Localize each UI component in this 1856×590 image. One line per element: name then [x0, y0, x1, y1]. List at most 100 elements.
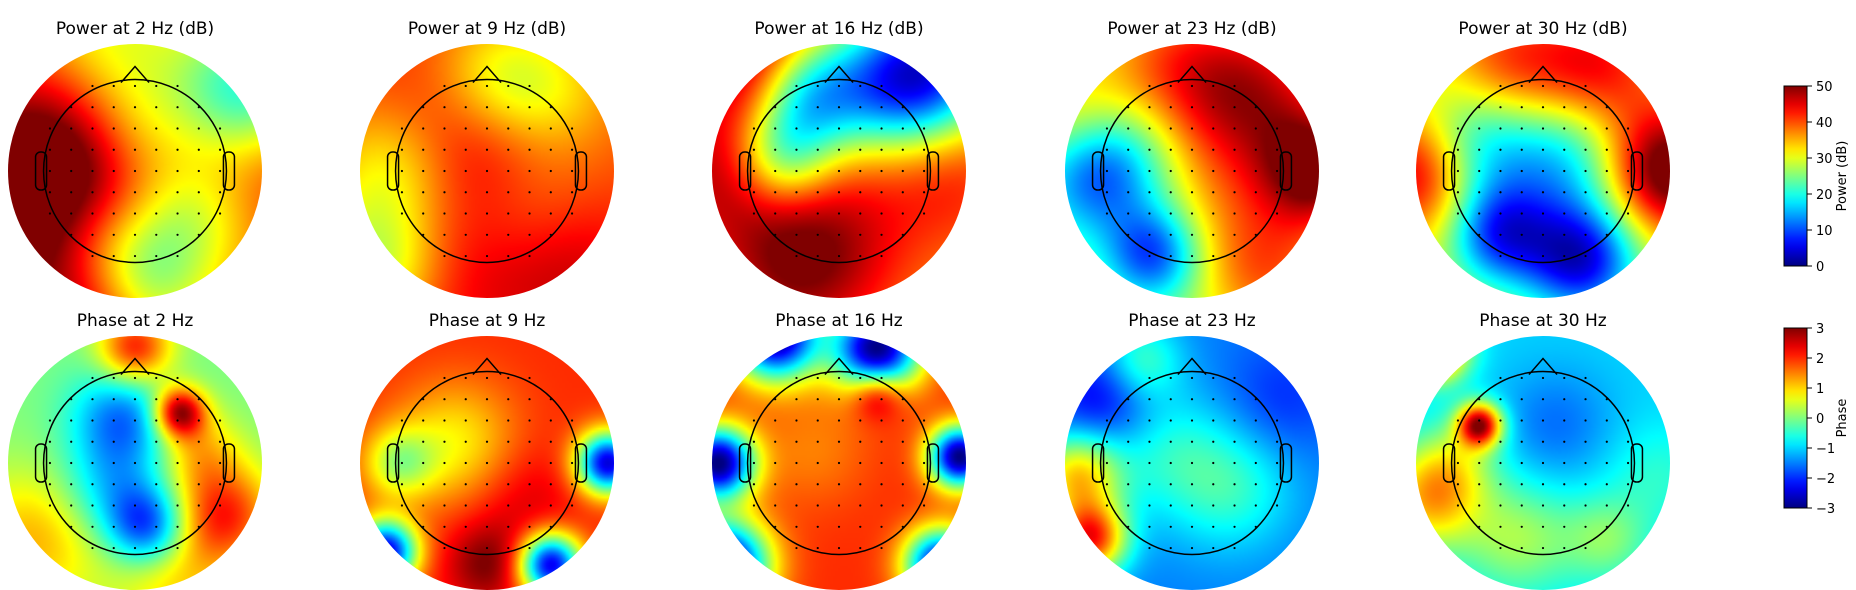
sensor-dot [485, 233, 489, 236]
sensor-dot [485, 169, 489, 173]
sensor-dot [155, 191, 158, 194]
sensor-dot [176, 233, 179, 236]
sensor-dot [1584, 148, 1587, 151]
sensor-dot [91, 376, 94, 380]
sensor-dot [1541, 461, 1545, 465]
sensor-dot [1148, 376, 1151, 380]
sensor-dot [922, 440, 926, 443]
sensor-dot [1148, 504, 1151, 507]
sensor-dot [507, 546, 510, 550]
sensor-dot [1190, 148, 1194, 151]
sensor-dot [464, 483, 467, 486]
sensor-dot [1478, 525, 1481, 528]
sensor-dot [48, 212, 52, 215]
sensor-dot [464, 504, 467, 507]
right-ear-outline [1630, 443, 1644, 483]
sensor-dot [1105, 127, 1109, 130]
sensor-dot [1605, 191, 1608, 194]
topomap-phase-30hz: Phase at 30 Hz [1416, 311, 1670, 590]
sensor-dot [91, 148, 94, 151]
sensor-dot [880, 398, 883, 401]
sensor-dot [901, 148, 904, 151]
colorbar-tick-label: 50 [1816, 80, 1833, 95]
sensor-dot [1212, 483, 1215, 486]
sensor-dot [1563, 106, 1566, 109]
sensor-dot [507, 254, 510, 258]
sensor-dot [528, 169, 531, 173]
sensor-dot [1520, 169, 1523, 173]
sensor-dot [1584, 504, 1587, 507]
sensor-dot [795, 461, 798, 465]
sensor-dot [922, 169, 926, 173]
sensor-dot [1499, 525, 1502, 528]
sensor-dot [443, 504, 446, 507]
sensor-dot [752, 483, 756, 486]
sensor-dot [155, 525, 158, 528]
sensor-dot [197, 419, 200, 422]
sensor-dot [70, 440, 73, 443]
sensor-dot [70, 148, 73, 151]
sensor-dot [48, 127, 52, 130]
sensor-dot [922, 483, 926, 486]
sensor-dot [570, 212, 574, 215]
sensor-dot [1584, 483, 1587, 486]
sensor-dot [176, 525, 179, 528]
sensor-dot [1520, 504, 1523, 507]
sensor-dot [112, 440, 115, 443]
sensor-dot [1520, 398, 1523, 401]
head-outline [1099, 78, 1285, 264]
sensor-dot [1169, 212, 1172, 215]
sensor-dot [1478, 504, 1481, 507]
sensor-dot [795, 169, 798, 173]
sensor-dot [112, 127, 115, 130]
sensor-dot [422, 127, 425, 130]
sensor-dot [570, 440, 574, 443]
sensor-dot [1563, 233, 1566, 236]
sensor-dot [112, 169, 115, 173]
sensor-dot [752, 504, 756, 507]
sensor-dot [133, 398, 137, 401]
sensor-dot [859, 84, 862, 88]
sensor-dot [1499, 440, 1502, 443]
sensor-dot [837, 148, 841, 151]
sensor-dot [91, 191, 94, 194]
sensor-dot [859, 419, 862, 422]
sensor-dot [197, 504, 200, 507]
sensor-dot [176, 483, 179, 486]
sensor-dot [880, 212, 883, 215]
sensor-dot [1254, 419, 1257, 422]
sensor-dot [837, 84, 841, 88]
sensor-dot [774, 525, 777, 528]
sensor-dot [443, 254, 446, 258]
sensor-dot [443, 212, 446, 215]
sensor-dot [422, 233, 425, 236]
sensor-dot [1233, 106, 1236, 109]
sensor-dot [1148, 461, 1151, 465]
sensor-dot [1563, 440, 1566, 443]
sensor-dot [1456, 191, 1460, 194]
sensor-dot [774, 461, 777, 465]
sensor-markers [752, 376, 926, 550]
sensor-dot [485, 440, 489, 443]
sensor-dot [570, 169, 574, 173]
sensor-dot [91, 212, 94, 215]
right-ear-outline [1279, 443, 1293, 483]
sensor-dot [1233, 440, 1236, 443]
sensor-dot [1605, 212, 1608, 215]
sensor-dot [443, 419, 446, 422]
sensor-dot [528, 376, 531, 380]
sensor-dot [774, 212, 777, 215]
sensor-dot [176, 504, 179, 507]
sensor-dot [464, 525, 467, 528]
sensor-dot [1499, 148, 1502, 151]
sensor-dot [1190, 233, 1194, 236]
sensor-dot [549, 440, 552, 443]
sensor-dot [859, 127, 862, 130]
sensor-dot [112, 376, 115, 380]
sensor-dot [133, 461, 137, 465]
sensor-dot [70, 169, 73, 173]
sensor-dot [443, 376, 446, 380]
topomap-phase-16hz: Phase at 16 Hz [712, 311, 966, 590]
sensor-dot [1190, 419, 1194, 422]
sensor-dot [91, 233, 94, 236]
